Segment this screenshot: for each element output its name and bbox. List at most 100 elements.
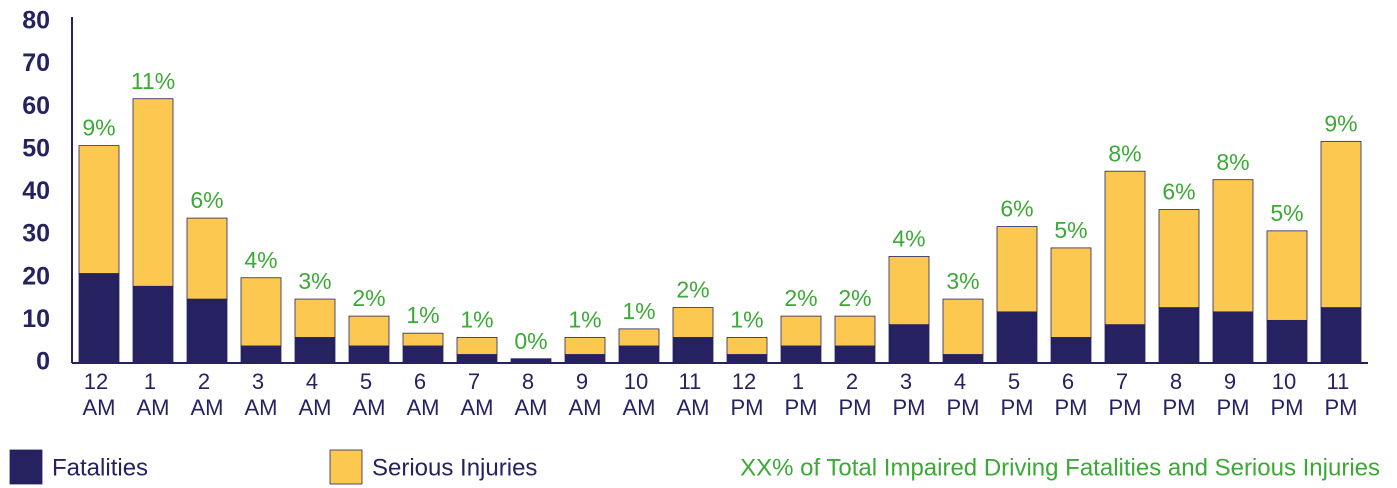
percent-label: 8% bbox=[1108, 140, 1141, 166]
bar-segment bbox=[348, 315, 390, 347]
bar-segment bbox=[348, 345, 390, 364]
percent-label: 8% bbox=[1216, 149, 1249, 175]
x-tick-label: 4 PM bbox=[947, 369, 980, 420]
x-tick-label: 8 PM bbox=[1163, 369, 1196, 420]
percent-label: 6% bbox=[1162, 179, 1195, 205]
percent-label: 3% bbox=[946, 268, 979, 294]
bar-segment bbox=[942, 298, 984, 355]
y-tick-label: 50 bbox=[22, 134, 50, 162]
bar-segment bbox=[672, 337, 714, 364]
x-tick-label: 3 PM bbox=[893, 369, 926, 420]
percent-label: 1% bbox=[460, 307, 493, 333]
bar-segment bbox=[402, 345, 444, 364]
bar-segment bbox=[1104, 324, 1146, 364]
legend-label: Serious Injuries bbox=[372, 454, 537, 481]
y-tick-label: 10 bbox=[22, 305, 50, 333]
percent-label: 2% bbox=[676, 277, 709, 303]
bar-segment bbox=[888, 324, 930, 364]
x-tick-label: 10 AM bbox=[623, 369, 656, 420]
bar-segment bbox=[456, 354, 498, 364]
bar-segment bbox=[996, 226, 1038, 313]
bar-segment bbox=[1050, 337, 1092, 364]
percent-label: 5% bbox=[1054, 217, 1087, 243]
y-tick-label: 0 bbox=[36, 348, 50, 376]
percent-label: 1% bbox=[730, 307, 763, 333]
bar-segment bbox=[1266, 319, 1308, 364]
x-tick-label: 12 PM bbox=[731, 369, 764, 420]
x-tick-label: 2 PM bbox=[839, 369, 872, 420]
bar-segment bbox=[780, 315, 822, 347]
bar-segment bbox=[78, 145, 120, 274]
bar-segment bbox=[1320, 307, 1362, 364]
x-tick-label: 5 AM bbox=[353, 369, 386, 420]
x-tick-label: 11 AM bbox=[677, 369, 710, 420]
bar-segment bbox=[834, 345, 876, 364]
y-tick-label: 40 bbox=[22, 177, 50, 205]
x-tick-label: 3 AM bbox=[245, 369, 278, 420]
percent-label: 6% bbox=[190, 187, 223, 213]
bar-segment bbox=[456, 337, 498, 355]
bar-segment bbox=[78, 273, 120, 364]
x-tick-label: 10 PM bbox=[1271, 369, 1304, 420]
percent-label: 0% bbox=[514, 328, 547, 354]
percent-label: 4% bbox=[892, 226, 925, 252]
bar-segment bbox=[888, 256, 930, 326]
x-tick-label: 8 AM bbox=[515, 369, 548, 420]
bar-segment bbox=[726, 337, 768, 355]
bar-segment bbox=[1050, 247, 1092, 338]
bar-segment bbox=[132, 285, 174, 364]
x-tick-label: 6 PM bbox=[1055, 369, 1088, 420]
bar-segment bbox=[240, 277, 282, 347]
bar-segment bbox=[564, 337, 606, 355]
x-tick-label: 12 AM bbox=[83, 369, 116, 420]
y-tick-label: 80 bbox=[22, 7, 50, 35]
percent-label: 5% bbox=[1270, 200, 1303, 226]
x-tick-label: 6 AM bbox=[407, 369, 440, 420]
bar-segment bbox=[186, 217, 228, 300]
percent-label: 9% bbox=[82, 115, 115, 141]
bar-segment bbox=[240, 345, 282, 364]
percent-label: 2% bbox=[352, 285, 385, 311]
bar-segment bbox=[618, 345, 660, 364]
bar-segment bbox=[1158, 209, 1200, 308]
x-tick-label: 11 PM bbox=[1325, 369, 1358, 420]
bar-segment bbox=[996, 311, 1038, 364]
bar-segment bbox=[564, 354, 606, 364]
bar-segment bbox=[132, 98, 174, 287]
y-tick-label: 30 bbox=[22, 220, 50, 248]
x-tick-label: 5 PM bbox=[1001, 369, 1034, 420]
x-tick-label: 1 AM bbox=[137, 369, 170, 420]
percent-label: 3% bbox=[298, 268, 331, 294]
legend-label: Fatalities bbox=[52, 454, 148, 481]
bar-segment bbox=[834, 315, 876, 347]
legend-swatch bbox=[9, 449, 43, 485]
x-tick-label: 4 AM bbox=[299, 369, 332, 420]
bar-segment bbox=[1266, 230, 1308, 321]
y-tick-label: 70 bbox=[22, 49, 50, 77]
bar-segment bbox=[1212, 311, 1254, 364]
bar-segment bbox=[942, 354, 984, 364]
bar-segment bbox=[1158, 307, 1200, 364]
percent-label: 2% bbox=[838, 285, 871, 311]
x-tick-label: 1 PM bbox=[785, 369, 818, 420]
x-tick-label: 7 AM bbox=[461, 369, 494, 420]
bar-segment bbox=[618, 328, 660, 347]
bar-segment bbox=[402, 332, 444, 347]
percent-label: 1% bbox=[568, 307, 601, 333]
percent-label: 6% bbox=[1000, 196, 1033, 222]
bar-segment bbox=[186, 298, 228, 364]
legend-swatch bbox=[329, 449, 363, 485]
y-tick-label: 60 bbox=[22, 92, 50, 120]
bar-segment bbox=[672, 307, 714, 338]
percent-label: 1% bbox=[622, 298, 655, 324]
bar-segment bbox=[294, 337, 336, 364]
percent-label: 9% bbox=[1324, 110, 1357, 136]
x-tick-label: 9 AM bbox=[569, 369, 602, 420]
bar-segment bbox=[294, 298, 336, 338]
y-tick-label: 20 bbox=[22, 262, 50, 290]
percent-label: 1% bbox=[406, 302, 439, 328]
x-tick-label: 9 PM bbox=[1217, 369, 1250, 420]
bar-segment bbox=[1104, 170, 1146, 326]
x-tick-label: 7 PM bbox=[1109, 369, 1142, 420]
